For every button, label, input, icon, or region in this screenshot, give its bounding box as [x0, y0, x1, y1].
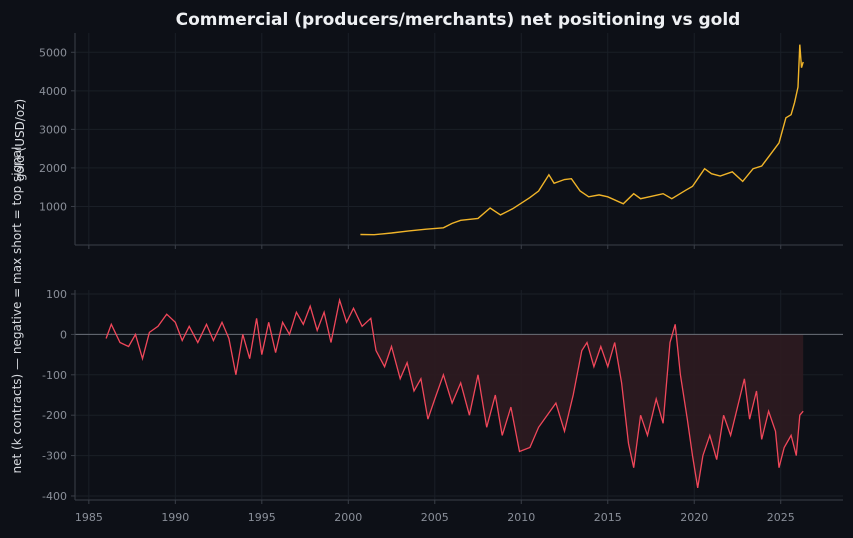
bottom-x-tick-label: 2000: [334, 511, 362, 524]
gold-price-panel: 1000 2000 3000 4000 5000: [39, 33, 843, 249]
bottom-y-ticks: 100 0 -100 -200 -300 -400: [42, 288, 75, 503]
bottom-x-tick-label: 2005: [421, 511, 449, 524]
bottom-y-tick-label: -100: [42, 369, 67, 382]
chart-title: Commercial (producers/merchants) net pos…: [176, 10, 741, 30]
top-y-tick-label: 5000: [39, 46, 67, 59]
top-y-tick-label: 1000: [39, 200, 67, 213]
bottom-x-tick-label: 1985: [75, 511, 103, 524]
bottom-x-tick-label: 2010: [507, 511, 535, 524]
net-positioning-panel: 100 0 -100 -200 -300 -400 1985 1990 1995 2000 200…: [42, 288, 843, 524]
gold-y-axis-title: gold (USD/oz): [13, 99, 27, 181]
net-y-axis-title: net (k contracts) — negative = max short…: [10, 147, 24, 474]
top-x-ticks: [88, 245, 782, 249]
net-positioning-area: [376, 334, 804, 488]
bottom-y-tick-label: -200: [42, 409, 67, 422]
bottom-y-tick-label: 100: [46, 288, 67, 301]
top-y-tick-label: 2000: [39, 162, 67, 175]
top-y-tick-label: 4000: [39, 85, 67, 98]
bottom-x-tick-label: 2015: [594, 511, 622, 524]
bottom-y-tick-label: -300: [42, 450, 67, 463]
gold-price-line: [360, 44, 804, 236]
bottom-y-tick-label: 0: [60, 328, 67, 341]
net-positioning-line: [105, 297, 804, 489]
bottom-x-tick-label: 2020: [680, 511, 708, 524]
bottom-x-tick-label: 2025: [767, 511, 795, 524]
bottom-x-ticks: 1985 1990 1995 2000 2005 2010 2015 2020 2025: [75, 500, 795, 524]
bottom-y-tick-label: -400: [42, 490, 67, 503]
top-grid: [75, 33, 843, 245]
top-y-tick-label: 3000: [39, 123, 67, 136]
bottom-x-tick-label: 1990: [161, 511, 189, 524]
top-y-ticks: 1000 2000 3000 4000 5000: [39, 46, 75, 213]
bottom-x-tick-label: 1995: [248, 511, 276, 524]
